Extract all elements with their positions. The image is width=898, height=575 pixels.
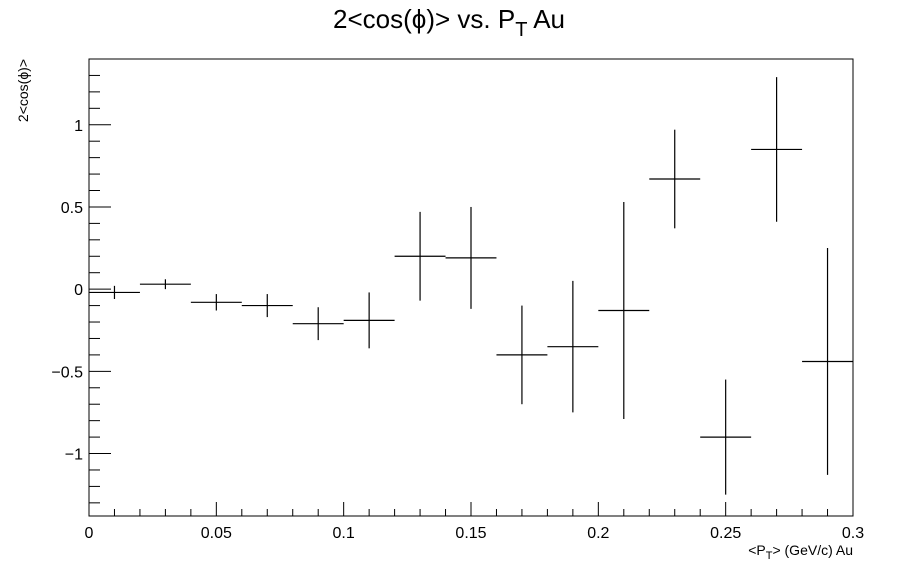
data-point xyxy=(445,206,497,309)
x-axis: 0 0.05 0.1 0.15 0.2 0.25 0.3 xyxy=(85,502,864,542)
y-tick-label: −1 xyxy=(65,447,83,464)
x-tick-label: 0.1 xyxy=(333,525,355,542)
y-tick-label: 0 xyxy=(74,282,83,299)
y-axis: −1 −0.5 0 0.5 1 xyxy=(51,58,111,504)
x-tick-label: 0.2 xyxy=(587,525,609,542)
data-point xyxy=(802,248,853,475)
data-point xyxy=(598,202,650,420)
x-axis-label: <PT> (GeV/c) Au xyxy=(748,542,853,562)
y-axis-label: 2<cos(ϕ)> xyxy=(15,59,31,122)
data-point xyxy=(292,307,344,341)
data-point xyxy=(649,129,701,229)
x-axis-label-subscript: T xyxy=(766,550,773,562)
x-tick-label: 0 xyxy=(85,525,94,542)
data-point xyxy=(139,279,191,290)
data-point xyxy=(700,379,752,495)
x-tick-label: 0.25 xyxy=(710,525,741,542)
y-tick-label: 0.5 xyxy=(61,200,83,217)
x-tick-label: 0.15 xyxy=(455,525,486,542)
data-point xyxy=(751,77,803,222)
data-point xyxy=(190,294,242,311)
chart-title-subscript: T xyxy=(515,19,527,41)
data-point xyxy=(89,285,140,300)
data-point xyxy=(241,294,293,318)
data-point xyxy=(394,211,446,301)
x-tick-label: 0.3 xyxy=(842,525,864,542)
data-point xyxy=(496,305,548,405)
data-point xyxy=(343,292,395,349)
y-tick-label: −0.5 xyxy=(51,364,83,381)
chart-title: 2<cos(ϕ)> vs. PT Au xyxy=(333,4,565,41)
data-point xyxy=(547,280,599,413)
x-tick-label: 0.05 xyxy=(201,525,232,542)
data-series xyxy=(89,77,853,495)
y-tick-label: 1 xyxy=(74,118,83,135)
